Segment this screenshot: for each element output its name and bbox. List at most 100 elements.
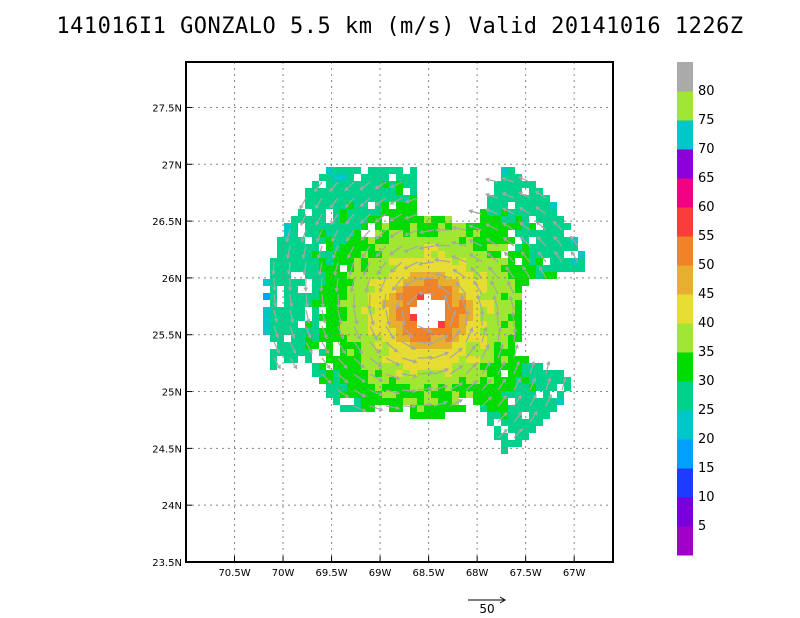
wind-vector-head <box>490 280 495 285</box>
field-cell <box>305 349 312 356</box>
field-cell <box>375 223 382 230</box>
field-cell <box>403 377 410 384</box>
field-cell <box>368 279 375 286</box>
field-cell <box>375 209 382 216</box>
field-cell <box>375 272 382 279</box>
wind-vector <box>330 197 339 209</box>
field-cell <box>270 307 277 314</box>
field-cell <box>487 405 494 412</box>
field-cell <box>326 335 333 342</box>
wind-vector <box>486 223 499 231</box>
field-cell <box>368 265 375 272</box>
field-cell <box>305 272 312 279</box>
field-cell <box>340 216 347 223</box>
wind-vector-head <box>518 411 523 416</box>
field-cell <box>431 342 438 349</box>
field-cell <box>361 293 368 300</box>
field-cell <box>368 237 375 244</box>
wind-vector-head <box>374 235 380 240</box>
field-cell <box>270 272 277 279</box>
wind-vector-head <box>444 367 450 373</box>
field-cell <box>389 265 396 272</box>
field-cell <box>431 349 438 356</box>
field-cell <box>375 258 382 265</box>
field-cell <box>340 356 347 363</box>
field-cell <box>312 321 319 328</box>
field-cell <box>375 244 382 251</box>
field-cell <box>270 293 277 300</box>
wind-vector-head <box>455 281 460 287</box>
field-cell <box>396 272 403 279</box>
field-cell <box>354 363 361 370</box>
wind-vector-head <box>273 318 279 323</box>
field-cell <box>438 286 445 293</box>
field-cell <box>396 293 403 300</box>
wind-vector <box>513 328 516 343</box>
field-cell <box>403 202 410 209</box>
field-cell <box>508 377 515 384</box>
field-cell <box>452 377 459 384</box>
wind-vector <box>392 277 403 291</box>
field-cell <box>333 195 340 202</box>
field-cell <box>277 244 284 251</box>
field-cell <box>361 188 368 195</box>
field-cell <box>340 209 347 216</box>
field-cell <box>487 244 494 251</box>
field-cell <box>326 230 333 237</box>
field-cell <box>298 349 305 356</box>
field-cell <box>284 300 291 307</box>
colorbar-label: 80 <box>698 84 715 99</box>
field-cell <box>375 356 382 363</box>
field-cell <box>452 314 459 321</box>
field-cell <box>452 321 459 328</box>
wind-vector-head <box>427 402 433 407</box>
field-cell <box>361 307 368 314</box>
field-cell <box>368 181 375 188</box>
field-cell <box>347 216 354 223</box>
field-cell <box>361 398 368 405</box>
field-cell <box>417 391 424 398</box>
field-cell <box>375 377 382 384</box>
field-cell <box>417 258 424 265</box>
field-cell <box>375 265 382 272</box>
wind-vector-head <box>411 404 417 409</box>
field-cell <box>361 244 368 251</box>
field-cell <box>494 412 501 419</box>
wind-vector-head <box>331 237 336 243</box>
colorbar-label: 30 <box>698 374 715 389</box>
field-cell <box>501 188 508 195</box>
field-cell <box>375 293 382 300</box>
field-cell <box>543 398 550 405</box>
field-cell <box>277 328 284 335</box>
wind-vector <box>321 309 326 323</box>
wind-vector <box>337 325 344 339</box>
wind-vector <box>404 229 419 236</box>
field-cell <box>347 223 354 230</box>
field-cell <box>424 384 431 391</box>
field-cell <box>382 167 389 174</box>
wind-vector <box>385 357 400 366</box>
field-cell <box>410 370 417 377</box>
wind-vector <box>435 244 451 247</box>
wind-vector <box>369 405 383 411</box>
wind-vector <box>344 181 355 191</box>
wind-vector-head <box>502 395 507 400</box>
field-cell <box>508 307 515 314</box>
field-cell <box>403 251 410 258</box>
field-cell <box>354 251 361 258</box>
field-cell <box>473 377 480 384</box>
wind-vector-head <box>386 321 391 326</box>
y-tick-label: 24.5N <box>152 444 182 455</box>
y-tick-label: 27.5N <box>152 103 182 114</box>
field-cell <box>319 216 326 223</box>
colorbar-swatch <box>677 526 693 556</box>
field-cell <box>403 272 410 279</box>
field-cell <box>382 328 389 335</box>
field-cell <box>361 384 368 391</box>
wind-vector <box>401 341 416 350</box>
field-cell <box>480 216 487 223</box>
field-cell <box>340 251 347 258</box>
wind-vector-head <box>332 254 337 260</box>
field-cell <box>396 265 403 272</box>
field-cell <box>319 230 326 237</box>
